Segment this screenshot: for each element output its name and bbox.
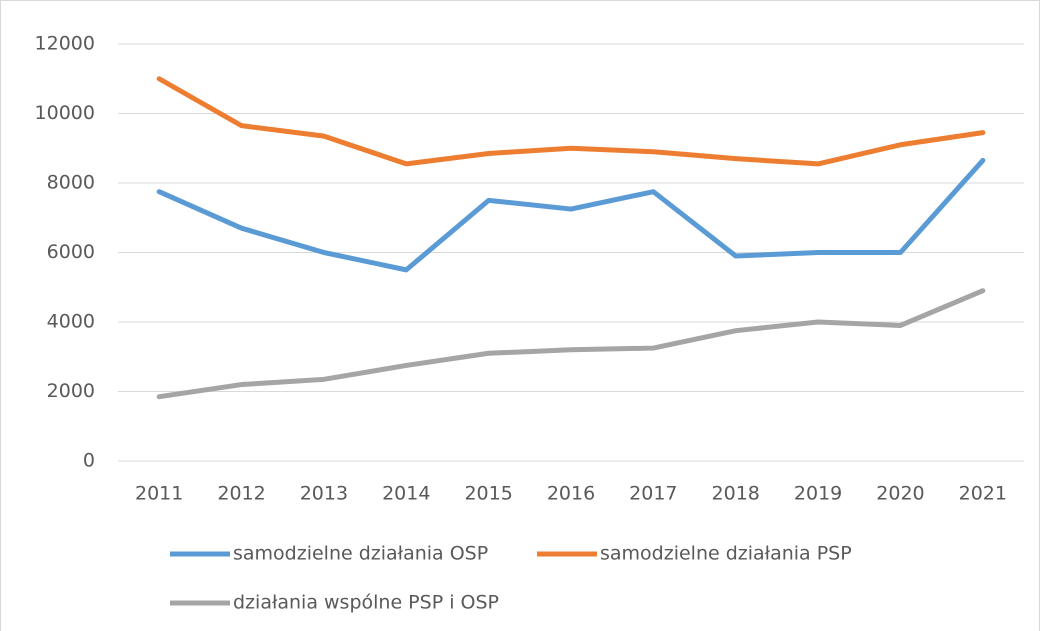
y-tick-label: 12000	[35, 33, 95, 55]
x-tick-label: 2016	[547, 483, 595, 505]
x-tick-label: 2020	[876, 483, 924, 505]
legend-label: samodzielne działania OSP	[233, 543, 488, 565]
y-tick-label: 10000	[35, 102, 95, 124]
y-tick-label: 6000	[47, 241, 95, 263]
x-tick-label: 2021	[959, 483, 1007, 505]
series-line	[156, 76, 986, 167]
series-line	[156, 288, 986, 400]
series-line	[156, 157, 986, 273]
x-tick-label: 2018	[712, 483, 760, 505]
y-tick-label: 4000	[47, 311, 95, 333]
legend-label: samodzielne działania PSP	[600, 543, 852, 565]
y-tick-label: 2000	[47, 380, 95, 402]
x-tick-label: 2014	[382, 483, 430, 505]
x-tick-label: 2017	[629, 483, 677, 505]
x-tick-label: 2013	[300, 483, 348, 505]
x-tick-label: 2012	[217, 483, 265, 505]
x-tick-label: 2011	[135, 483, 183, 505]
x-tick-label: 2019	[794, 483, 842, 505]
legend-label: działania wspólne PSP i OSP	[233, 592, 499, 614]
y-tick-label: 0	[83, 450, 95, 472]
y-tick-label: 8000	[47, 172, 95, 194]
x-tick-label: 2015	[464, 483, 512, 505]
